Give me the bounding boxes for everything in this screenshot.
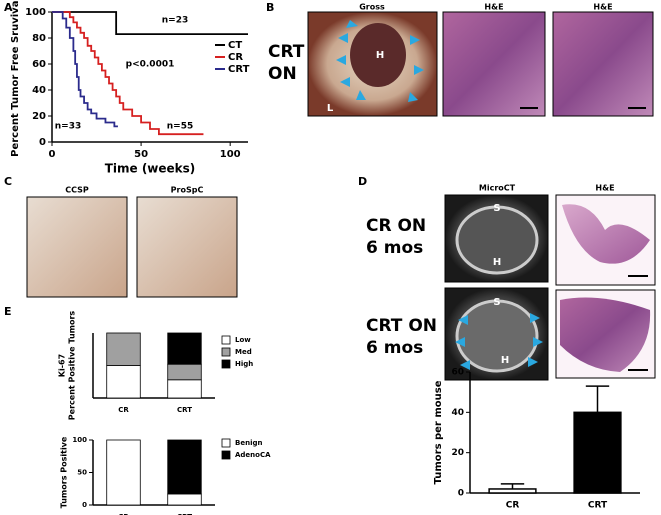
x-tick-label: CRT xyxy=(177,406,192,414)
bar-segment xyxy=(106,365,141,399)
y-axis-label: Percent Positive Tumors xyxy=(68,311,77,421)
bar-segment xyxy=(167,493,202,506)
arrowheads xyxy=(336,20,424,102)
row-label: CRT xyxy=(268,42,305,62)
y-axis-label: Tumors Positive xyxy=(60,436,69,508)
row-label: 6 mos xyxy=(366,338,423,358)
image-title: H&E xyxy=(595,184,614,193)
image-title: H&E xyxy=(593,3,612,12)
x-tick-label: 0 xyxy=(49,149,56,160)
image-mark: L xyxy=(327,103,334,114)
x-tick-label: 100 xyxy=(220,149,241,160)
survival-line xyxy=(52,11,118,128)
bar-segment xyxy=(106,332,141,366)
y-tick-label: 40 xyxy=(32,85,46,96)
ihc-image xyxy=(136,196,238,298)
x-tick-label: 50 xyxy=(134,149,148,160)
y-tick-label: 20 xyxy=(32,111,46,122)
lung-tissue xyxy=(560,297,651,372)
legend-swatch xyxy=(221,359,231,369)
image-mark: H xyxy=(501,355,509,366)
histology-image xyxy=(552,11,654,117)
y-tick-label: 80 xyxy=(32,33,46,44)
panel-label: B xyxy=(266,1,274,14)
bar-segment xyxy=(167,363,202,381)
ihc-image xyxy=(26,196,128,298)
image-title: MicroCT xyxy=(479,184,516,193)
annotation: p<0.0001 xyxy=(126,60,175,70)
y-tick-label: 60 xyxy=(451,368,464,378)
row-label: 6 mos xyxy=(366,238,423,258)
row-label: ON xyxy=(268,64,297,84)
legend-label: Med xyxy=(235,348,252,356)
image-title: Gross xyxy=(359,3,385,12)
legend-swatch xyxy=(221,438,231,448)
bar xyxy=(573,411,622,494)
thorax xyxy=(455,205,539,275)
image-mark: H xyxy=(493,257,501,268)
y-tick-label: 100 xyxy=(25,7,46,18)
x-tick-label: CR xyxy=(506,501,520,511)
panel-label: A xyxy=(4,1,13,14)
row-label: CRT ON xyxy=(366,316,437,336)
image-mark: S xyxy=(493,203,500,214)
legend-label: Low xyxy=(235,336,251,344)
bar-segment xyxy=(167,379,202,399)
y-tick-label: 20 xyxy=(451,448,464,458)
survival-line xyxy=(52,11,204,136)
image-title: CCSP xyxy=(65,186,89,195)
bar xyxy=(488,488,537,494)
legend-label: Benign xyxy=(235,439,262,447)
heart xyxy=(350,23,406,87)
bar-segment xyxy=(106,439,141,506)
panel-label: D xyxy=(358,175,367,188)
y-tick-label: 0 xyxy=(39,137,46,148)
legend-label: High xyxy=(235,360,253,368)
legend-label: AdenoCA xyxy=(235,451,271,459)
legend-swatch xyxy=(221,335,231,345)
image-title: ProSpC xyxy=(171,186,204,195)
y-tick-label: 0 xyxy=(82,501,87,509)
arrowheads xyxy=(455,313,543,370)
panel-label: C xyxy=(4,175,12,188)
survival-line xyxy=(52,11,248,35)
annotation: n=55 xyxy=(167,122,193,132)
x-axis-label: Time (weeks) xyxy=(105,162,196,176)
y-tick-label: 100 xyxy=(72,436,87,444)
bar-segment xyxy=(167,332,202,365)
panel-label: E xyxy=(4,305,12,318)
bar-segment xyxy=(167,439,202,495)
legend-label: CT xyxy=(228,40,242,51)
annotation: n=23 xyxy=(162,16,188,26)
x-tick-label: CR xyxy=(118,513,129,515)
y-axis-label: Ki-67 xyxy=(58,354,67,377)
thorax xyxy=(455,299,539,373)
legend-swatch xyxy=(221,347,231,357)
annotation: n=33 xyxy=(55,122,81,132)
y-tick-label: 60 xyxy=(32,59,46,70)
histology-image xyxy=(442,11,546,117)
y-tick-label: 40 xyxy=(451,408,464,418)
image-title: H&E xyxy=(484,3,503,12)
x-tick-label: CRT xyxy=(177,513,192,515)
x-tick-label: CRT xyxy=(588,501,608,511)
legend-swatch xyxy=(221,450,231,460)
image-mark: S xyxy=(493,297,500,308)
y-tick-label: 50 xyxy=(77,469,87,477)
y-axis-label: Tumors per mouse xyxy=(433,380,444,484)
x-tick-label: CR xyxy=(118,406,129,414)
lung-tissue xyxy=(562,204,650,264)
legend-label: CRT xyxy=(228,64,250,75)
y-axis-label: Percent Tumor Free Sruvival xyxy=(10,0,21,157)
y-tick-label: 0 xyxy=(458,489,464,499)
image-mark: H xyxy=(376,50,384,61)
row-label: CR ON xyxy=(366,216,426,236)
legend-label: CR xyxy=(228,52,243,63)
